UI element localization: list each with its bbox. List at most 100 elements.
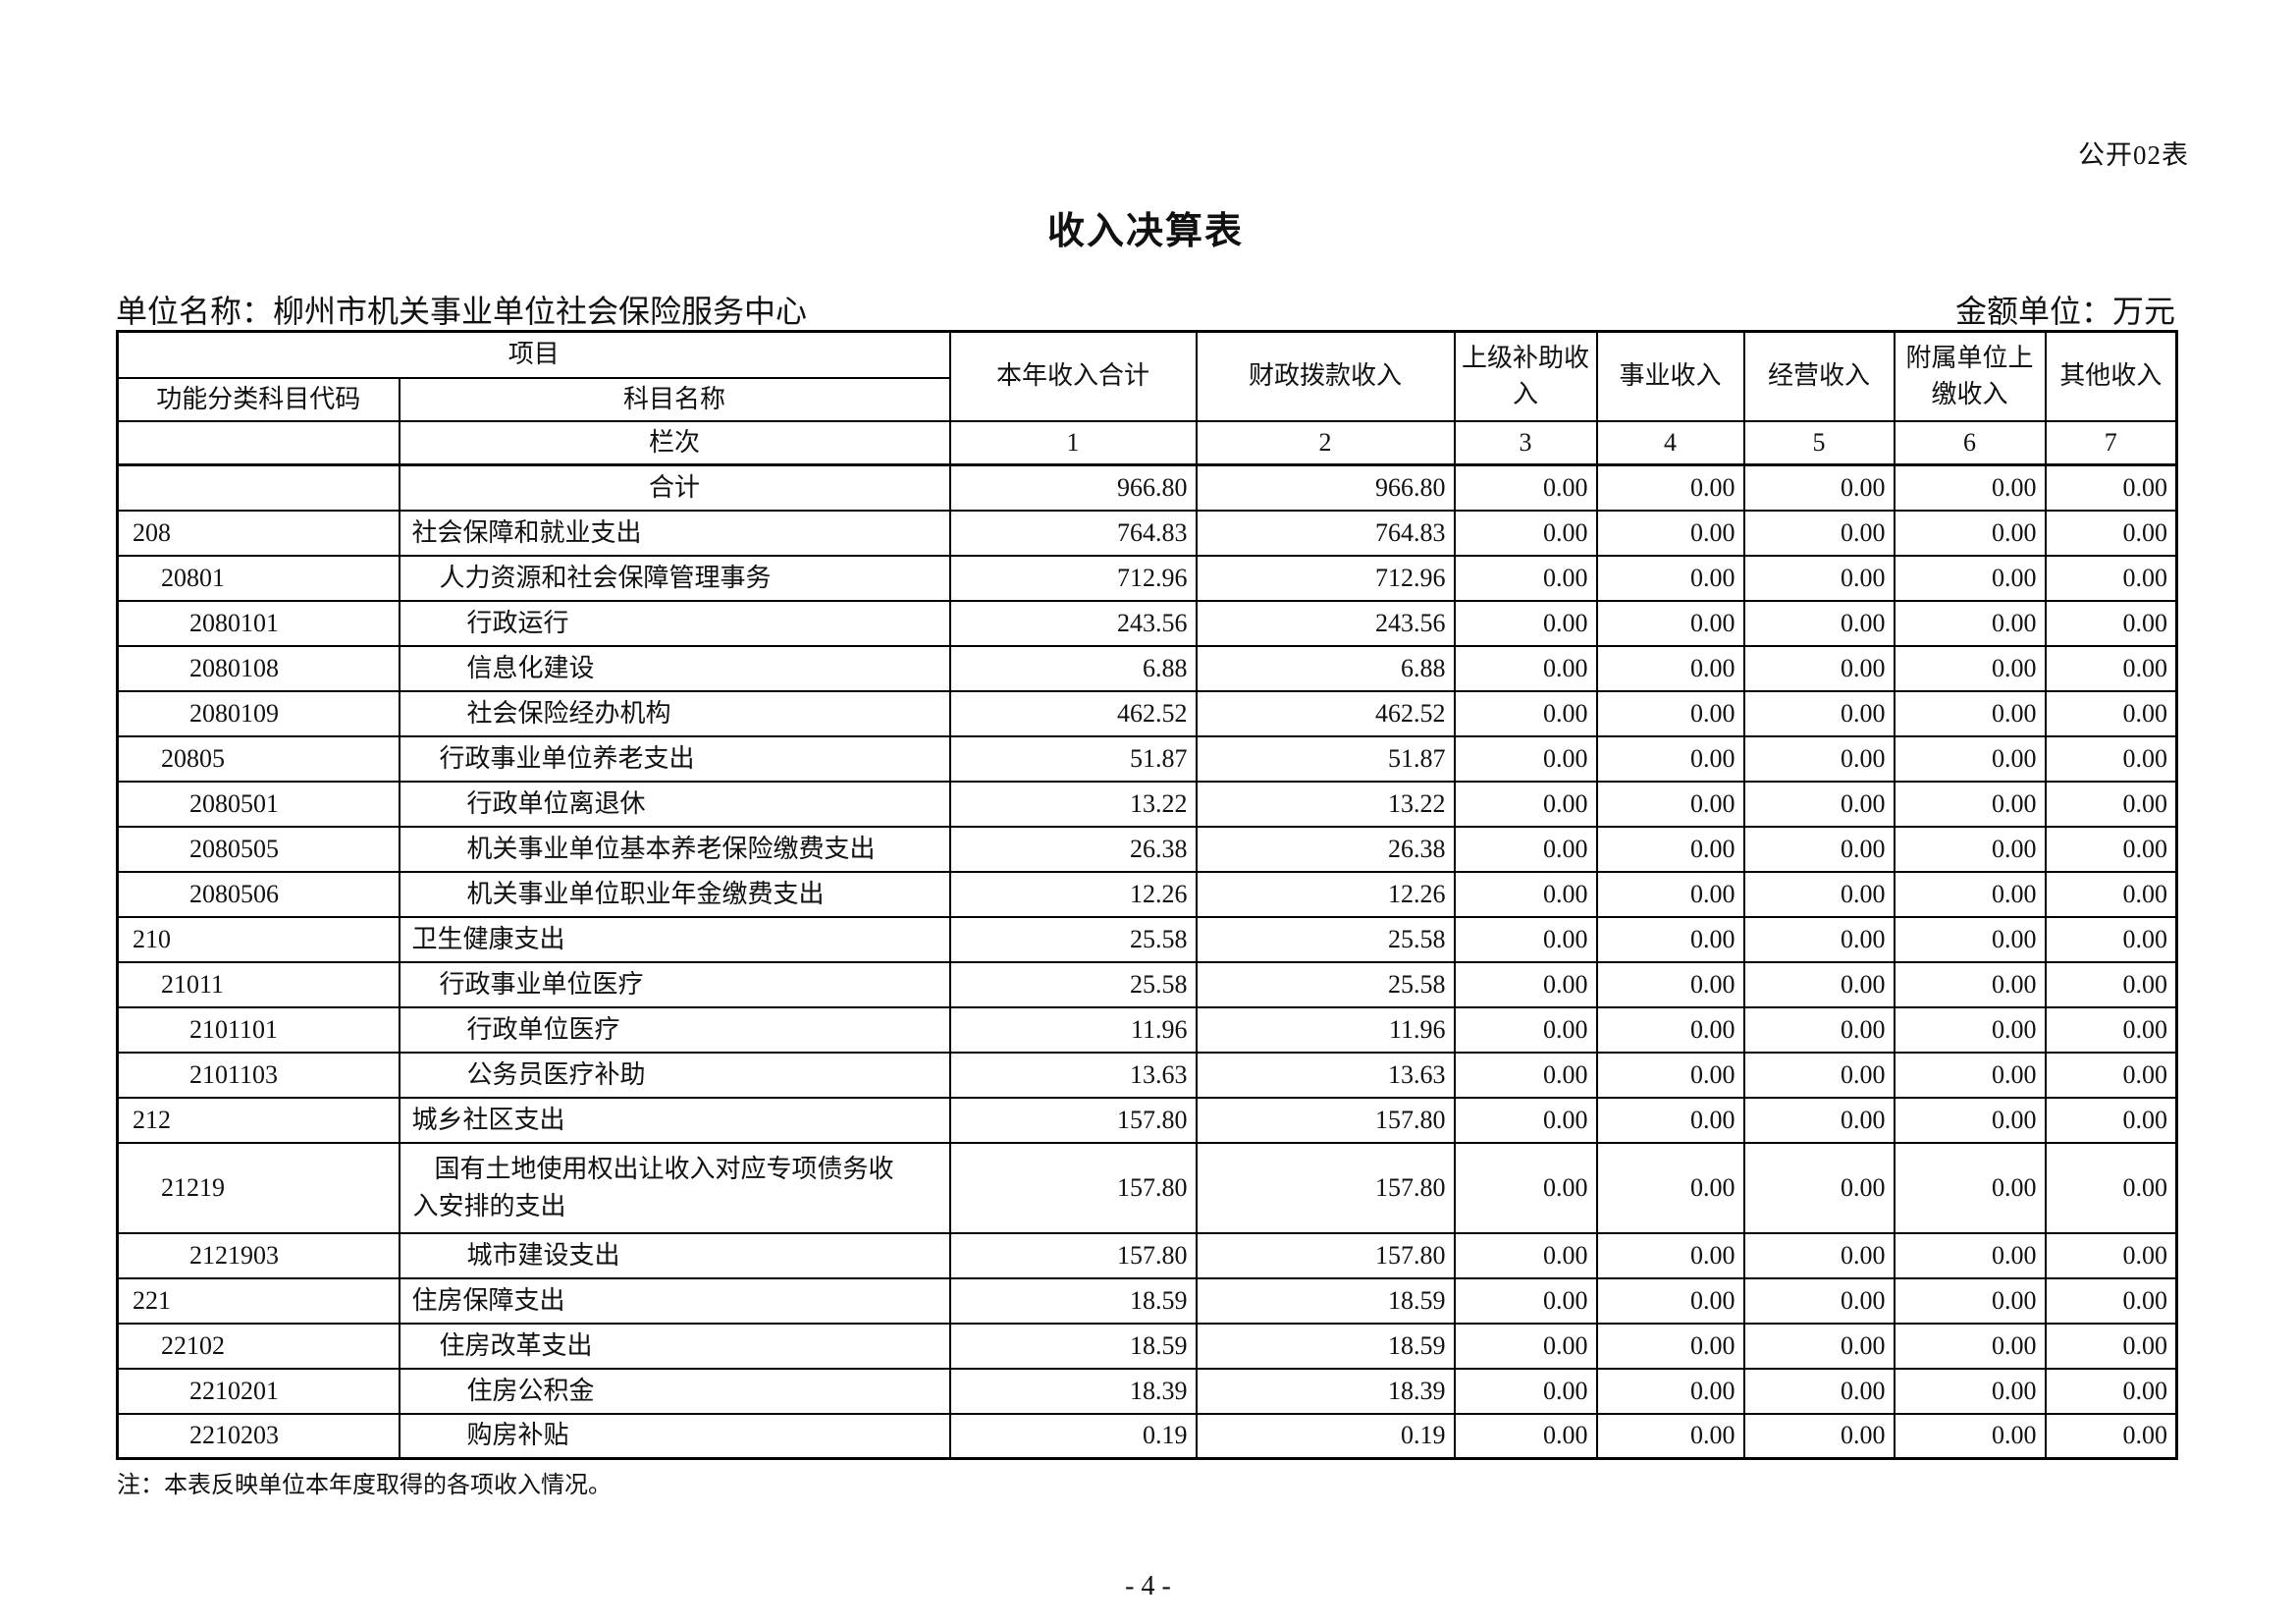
value-cell: 12.26 <box>1195 870 1456 918</box>
value-cell: 0.00 <box>1893 599 2047 647</box>
value-cell: 0.00 <box>1742 1051 1896 1099</box>
table-row: 21011 行政事业单位医疗 25.58 25.58 0.00 0.00 0.00 0.00 0… <box>116 960 2178 1008</box>
table-row: 2080109 社会保险经办机构 462.52 462.52 0.00 0.00 0.00 0… <box>116 689 2178 737</box>
unit-name-label: 单位名称：柳州市机关事业单位社会保险服务中心 <box>116 294 808 329</box>
function-code-cell: 2210203 <box>116 1412 400 1460</box>
table-row: 208 社会保障和就业支出 764.83 764.83 0.00 0.00 0.00 0.00… <box>116 509 2178 557</box>
value-cell: 0.00 <box>1893 463 2047 512</box>
function-code-cell: 2080108 <box>116 644 400 692</box>
function-code-cell: 21219 <box>116 1141 400 1234</box>
function-code-cell: 20801 <box>116 554 400 602</box>
value-cell: 0.00 <box>2044 780 2178 828</box>
value-cell: 0.00 <box>1893 1412 2047 1460</box>
page-number: - 4 - <box>1125 1571 1171 1601</box>
value-cell: 157.80 <box>948 1096 1198 1144</box>
table-row: 2101101 行政单位医疗 11.96 11.96 0.00 0.00 0.00 0.00 0… <box>116 1005 2178 1054</box>
value-cell: 0.19 <box>948 1412 1198 1460</box>
function-code-cell: 2121903 <box>116 1231 400 1279</box>
value-cell: 0.00 <box>1893 1051 2047 1099</box>
function-code-cell: 2080506 <box>116 870 400 918</box>
subject-name-cell: 住房公积金 <box>398 1367 951 1415</box>
subject-name-cell: 行政事业单位医疗 <box>398 960 951 1008</box>
value-cell: 18.59 <box>948 1276 1198 1325</box>
amount-unit-label: 金额单位：万元 <box>1954 294 2175 329</box>
value-cell: 0.00 <box>1742 1276 1896 1325</box>
value-cell: 0.00 <box>1595 780 1745 828</box>
function-code-cell: 210 <box>116 915 400 963</box>
value-cell: 11.96 <box>1195 1005 1456 1054</box>
value-cell: 0.00 <box>1595 1051 1745 1099</box>
column-index: 6 <box>1893 419 2047 466</box>
value-cell: 0.00 <box>1742 1005 1896 1054</box>
value-cell: 0.00 <box>2044 1051 2178 1099</box>
value-cell: 0.00 <box>1595 463 1745 512</box>
value-cell: 0.00 <box>1595 554 1745 602</box>
value-cell: 0.00 <box>1742 915 1896 963</box>
function-code-cell: 2080505 <box>116 825 400 873</box>
subject-name-cell: 人力资源和社会保障管理事务 <box>398 554 951 602</box>
value-cell: 0.00 <box>1595 960 1745 1008</box>
header-row-subject: 功能分类科目代码 科目名称 <box>116 376 2177 422</box>
value-cell: 0.00 <box>1453 689 1598 737</box>
value-cell: 712.96 <box>948 554 1198 602</box>
value-cell: 0.00 <box>2044 644 2178 692</box>
subject-name-cell: 公务员医疗补助 <box>398 1051 951 1099</box>
value-cell: 0.00 <box>1742 960 1896 1008</box>
subject-name-cell: 行政运行 <box>398 599 951 647</box>
value-cell: 0.00 <box>1453 1231 1598 1279</box>
value-cell: 0.00 <box>1595 915 1745 963</box>
subject-name-cell: 行政单位离退休 <box>398 780 951 828</box>
subject-name-cell: 合计 <box>398 463 951 512</box>
value-cell: 13.22 <box>948 780 1198 828</box>
value-cell: 0.00 <box>2044 1367 2178 1415</box>
value-cell: 0.00 <box>1742 554 1896 602</box>
value-cell: 26.38 <box>1195 825 1456 873</box>
value-cell: 0.00 <box>2044 554 2178 602</box>
value-cell: 0.00 <box>1595 1322 1745 1370</box>
header-col-other-income: 其他收入 <box>2044 330 2178 422</box>
value-cell: 0.00 <box>2044 1096 2178 1144</box>
subject-name-cell: 国有土地使用权出让收入对应专项债务收 入安排的支出 <box>398 1141 951 1234</box>
table-row: 2080506 机关事业单位职业年金缴费支出 12.26 12.26 0.00 0.00 0… <box>116 870 2178 918</box>
value-cell: 0.00 <box>1893 1005 2047 1054</box>
value-cell: 0.00 <box>1453 509 1598 557</box>
header-col-current-year-total: 本年收入合计 <box>948 330 1198 422</box>
value-cell: 0.00 <box>2044 689 2178 737</box>
table-row: 2080101 行政运行 243.56 243.56 0.00 0.00 0.00 0.00 0… <box>116 599 2178 647</box>
value-cell: 0.00 <box>2044 825 2178 873</box>
table-row: 2210201 住房公积金 18.39 18.39 0.00 0.00 0.00 0.00 0.… <box>116 1367 2178 1415</box>
subject-name-cell: 住房改革支出 <box>398 1322 951 1370</box>
table-row: 2210203 购房补贴 0.19 0.19 0.00 0.00 0.00 0.00 0.00 <box>116 1412 2178 1460</box>
value-cell: 0.00 <box>1453 1276 1598 1325</box>
value-cell: 0.00 <box>1893 780 2047 828</box>
value-cell: 462.52 <box>948 689 1198 737</box>
value-cell: 0.00 <box>1893 509 2047 557</box>
value-cell: 0.00 <box>2044 915 2178 963</box>
column-index: 1 <box>948 419 1198 466</box>
value-cell: 6.88 <box>948 644 1198 692</box>
value-cell: 13.63 <box>1195 1051 1456 1099</box>
subject-name-cell: 机关事业单位职业年金缴费支出 <box>398 870 951 918</box>
value-cell: 18.59 <box>1195 1322 1456 1370</box>
table-row: 20805 行政事业单位养老支出 51.87 51.87 0.00 0.00 0.00 0.0… <box>116 734 2178 783</box>
value-cell: 0.00 <box>1595 1231 1745 1279</box>
value-cell: 51.87 <box>948 734 1198 783</box>
value-cell: 462.52 <box>1195 689 1456 737</box>
value-cell: 0.00 <box>1453 599 1598 647</box>
header-row-index-label: 栏次 <box>398 419 951 466</box>
column-index: 7 <box>2044 419 2178 466</box>
subject-name-cell: 社会保险经办机构 <box>398 689 951 737</box>
value-cell: 157.80 <box>1195 1231 1456 1279</box>
function-code-cell: 2210201 <box>116 1367 400 1415</box>
header-col-affiliated-unit-income: 附属单位上缴收入 <box>1893 330 2047 422</box>
value-cell: 157.80 <box>948 1141 1198 1234</box>
value-cell: 0.00 <box>1893 1231 2047 1279</box>
subject-name-cell: 机关事业单位基本养老保险缴费支出 <box>398 825 951 873</box>
table-row: 合计 966.80 966.80 0.00 0.00 0.00 0.00 0.00 <box>116 463 2178 512</box>
value-cell: 18.59 <box>948 1322 1198 1370</box>
value-cell: 25.58 <box>1195 960 1456 1008</box>
value-cell: 0.00 <box>2044 1412 2178 1460</box>
function-code-cell: 208 <box>116 509 400 557</box>
header-col-operating-income: 事业收入 <box>1595 330 1745 422</box>
